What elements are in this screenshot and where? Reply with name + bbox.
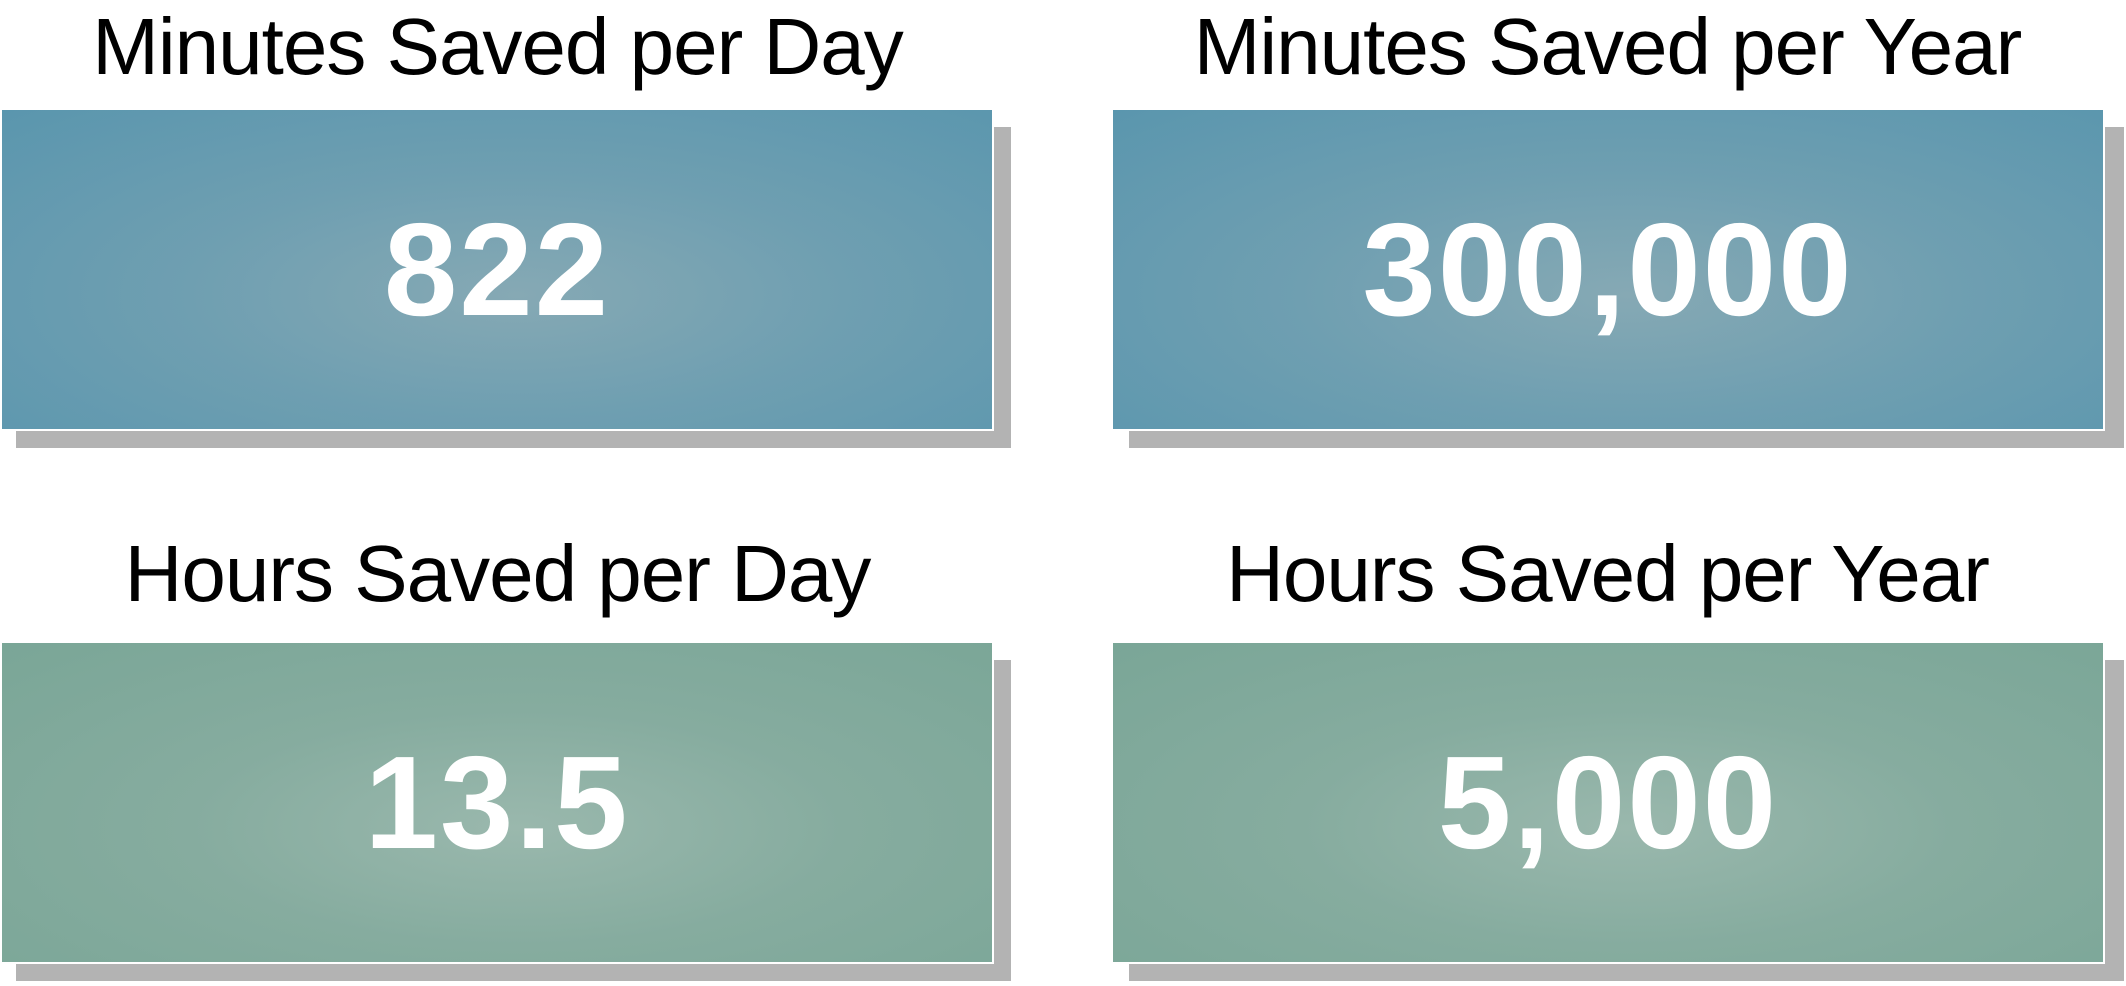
hours-per-year-value: 5,000 [1437, 728, 1779, 876]
minutes-per-day-box: 822 [2, 110, 994, 431]
hours-per-day-box: 13.5 [2, 643, 994, 964]
minutes-per-year-title: Minutes Saved per Year [1193, 2, 2022, 91]
minutes-per-day-value: 822 [383, 195, 611, 343]
hours-per-day-title: Hours Saved per Day [124, 529, 872, 618]
hours-per-day-value: 13.5 [364, 728, 630, 876]
hours-per-year-title: Hours Saved per Year [1226, 529, 1990, 618]
minutes-per-year-box: 300,000 [1113, 110, 2105, 431]
minutes-per-day-title: Minutes Saved per Day [92, 2, 904, 91]
hours-per-year-box: 5,000 [1113, 643, 2105, 964]
minutes-per-year-value: 300,000 [1362, 195, 1854, 343]
